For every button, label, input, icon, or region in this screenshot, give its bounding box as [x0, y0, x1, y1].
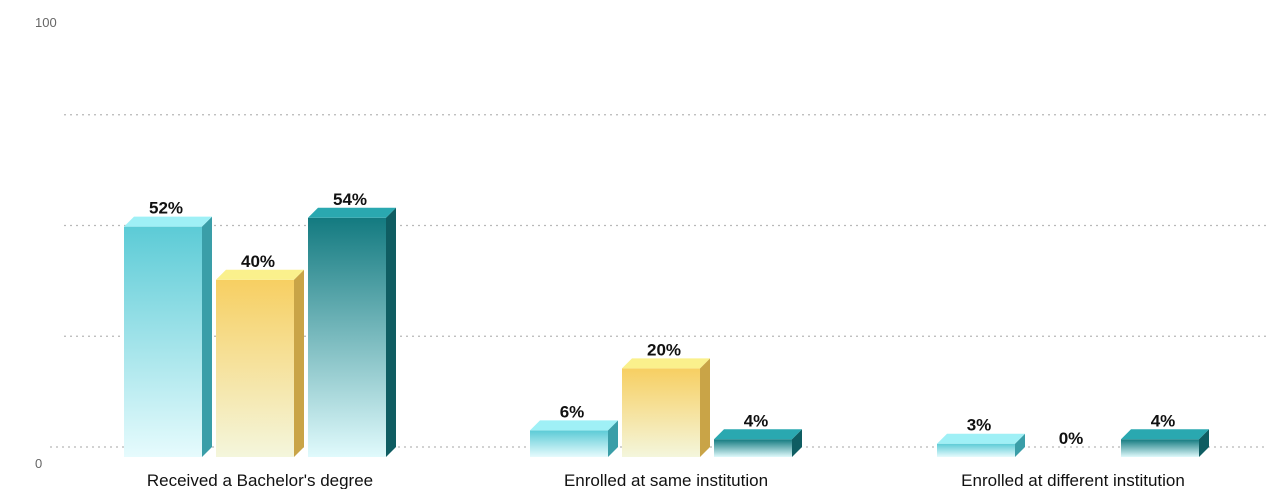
bar [622, 358, 710, 457]
data-label: 0% [1059, 429, 1084, 448]
y-tick-label: 100 [35, 15, 57, 30]
category-labels: Received a Bachelor's degree Enrolled at … [147, 471, 1185, 489]
bar [308, 207, 396, 457]
data-label: 6% [560, 402, 585, 421]
category-label: Enrolled at different institution [961, 471, 1185, 489]
data-label: 20% [647, 340, 681, 359]
category-label: Enrolled at same institution [564, 471, 768, 489]
data-label: 54% [333, 190, 367, 209]
bar [216, 269, 304, 457]
data-label: 40% [241, 252, 275, 271]
bar [530, 420, 618, 457]
data-labels: 52% 40% 54% 6% 20% 4% 3% 0% 4% [149, 190, 1175, 448]
data-label: 4% [1151, 411, 1176, 430]
category-label: Received a Bachelor's degree [147, 471, 373, 489]
bars [124, 207, 1209, 457]
y-tick-label: 0 [35, 456, 42, 471]
bar [714, 429, 802, 457]
y-axis: 100 0 [35, 15, 57, 471]
data-label: 52% [149, 199, 183, 218]
bar [124, 216, 212, 457]
bar [937, 433, 1025, 457]
data-label: 4% [744, 411, 769, 430]
bar [1121, 429, 1209, 457]
data-label: 3% [967, 416, 992, 435]
